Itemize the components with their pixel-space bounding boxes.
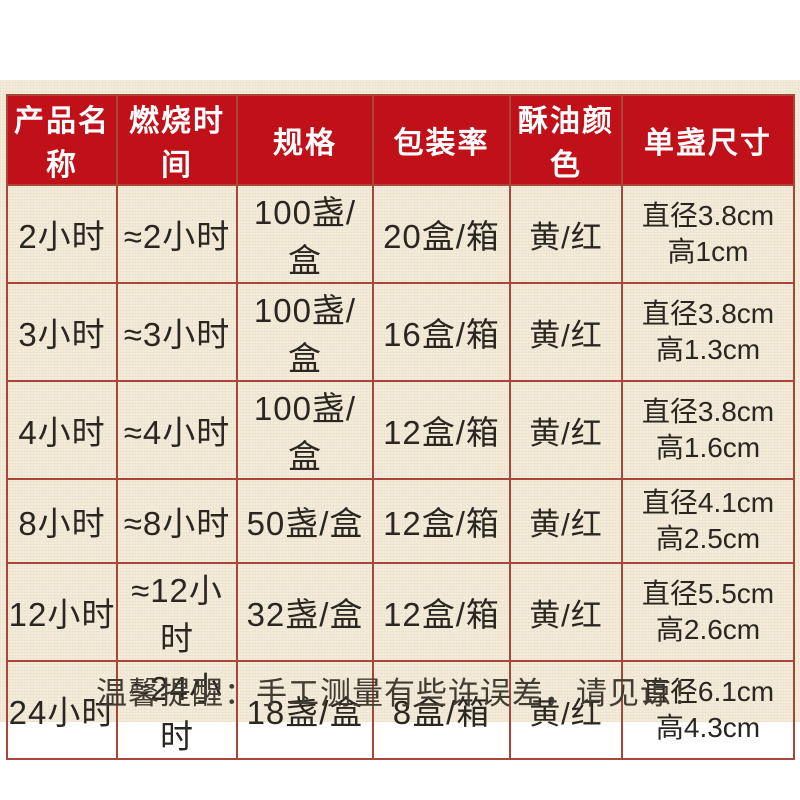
table-row: 4小时 ≈4小时 100盏/盒 12盒/箱 黄/红 直径3.8cm 高1.6cm: [6, 380, 795, 480]
cell-spec: 50盏/盒: [236, 478, 374, 564]
header-row: 产品名称 燃烧时间 规格 包装率 酥油颜色 单盏尺寸: [6, 94, 795, 186]
cell-burn-time: ≈3小时: [116, 282, 238, 382]
cell-lamp-size: 直径3.8cm 高1cm: [621, 184, 795, 284]
header-lamp-size: 单盏尺寸: [621, 94, 795, 186]
cell-burn-time: ≈12小时: [116, 562, 238, 662]
cell-spec: 100盏/盒: [236, 184, 374, 284]
size-height: 高4.3cm: [655, 712, 761, 743]
cell-product-name: 24小时: [6, 660, 118, 760]
cell-product-name: 12小时: [6, 562, 118, 662]
table-row: 2小时 ≈2小时 100盏/盒 20盒/箱 黄/红 直径3.8cm 高1cm: [6, 184, 795, 284]
table-row: 3小时 ≈3小时 100盏/盒 16盒/箱 黄/红 直径3.8cm 高1.3cm: [6, 282, 795, 382]
cell-product-name: 8小时: [6, 478, 118, 564]
cell-oil-color: 黄/红: [509, 660, 623, 760]
cell-oil-color: 黄/红: [509, 282, 623, 382]
cell-lamp-size: 直径5.5cm 高2.6cm: [621, 562, 795, 662]
cell-pack-rate: 12盒/箱: [372, 478, 511, 564]
cell-spec: 100盏/盒: [236, 282, 374, 382]
cell-product-name: 4小时: [6, 380, 118, 480]
size-diameter: 直径3.8cm: [641, 396, 775, 427]
size-diameter: 直径5.5cm: [641, 578, 775, 609]
spec-panel: 产品名称 燃烧时间 规格 包装率 酥油颜色 单盏尺寸 2小时 ≈2小时 100盏…: [0, 80, 800, 760]
reminder-note: 温馨提醒：手工测量有些许误差，请见谅！: [96, 676, 704, 711]
table-row: 24小时 ≈24小时 18盏/盒 8盒/箱 黄/红 直径6.1cm 高4.3cm: [6, 660, 795, 760]
cell-pack-rate: 16盒/箱: [372, 282, 511, 382]
cell-pack-rate: 8盒/箱: [372, 660, 511, 760]
cell-lamp-size: 直径4.1cm 高2.5cm: [621, 478, 795, 564]
cell-oil-color: 黄/红: [509, 380, 623, 480]
header-spec: 规格: [236, 94, 374, 186]
cell-burn-time: ≈4小时: [116, 380, 238, 480]
table-row: 12小时 ≈12小时 32盏/盒 12盒/箱 黄/红 直径5.5cm 高2.6c…: [6, 562, 795, 662]
size-height: 高1.3cm: [655, 334, 761, 365]
cell-lamp-size: 直径3.8cm 高1.6cm: [621, 380, 795, 480]
size-height: 高2.6cm: [655, 614, 761, 645]
size-height: 高1cm: [667, 236, 749, 267]
cell-burn-time: ≈24小时: [116, 660, 238, 760]
cell-spec: 32盏/盒: [236, 562, 374, 662]
header-product-name: 产品名称: [6, 94, 118, 186]
table-row: 8小时 ≈8小时 50盏/盒 12盒/箱 黄/红 直径4.1cm 高2.5cm: [6, 478, 795, 564]
cell-oil-color: 黄/红: [509, 562, 623, 662]
header-burn-time: 燃烧时间: [116, 94, 238, 186]
size-diameter: 直径4.1cm: [641, 487, 775, 518]
size-diameter: 直径3.8cm: [641, 298, 775, 329]
cell-pack-rate: 12盒/箱: [372, 562, 511, 662]
cell-burn-time: ≈8小时: [116, 478, 238, 564]
cell-product-name: 3小时: [6, 282, 118, 382]
cell-pack-rate: 20盒/箱: [372, 184, 511, 284]
cell-oil-color: 黄/红: [509, 184, 623, 284]
cell-oil-color: 黄/红: [509, 478, 623, 564]
header-pack-rate: 包装率: [372, 94, 511, 186]
cell-pack-rate: 12盒/箱: [372, 380, 511, 480]
size-height: 高2.5cm: [655, 523, 761, 554]
size-diameter: 直径3.8cm: [641, 200, 775, 231]
size-height: 高1.6cm: [655, 432, 761, 463]
cell-product-name: 2小时: [6, 184, 118, 284]
cell-lamp-size: 直径6.1cm 高4.3cm: [621, 660, 795, 760]
product-spec-table: 产品名称 燃烧时间 规格 包装率 酥油颜色 单盏尺寸 2小时 ≈2小时 100盏…: [6, 94, 795, 760]
cell-lamp-size: 直径3.8cm 高1.3cm: [621, 282, 795, 382]
cell-burn-time: ≈2小时: [116, 184, 238, 284]
cell-spec: 18盏/盒: [236, 660, 374, 760]
size-diameter: 直径6.1cm: [641, 676, 775, 707]
header-oil-color: 酥油颜色: [509, 94, 623, 186]
cell-spec: 100盏/盒: [236, 380, 374, 480]
